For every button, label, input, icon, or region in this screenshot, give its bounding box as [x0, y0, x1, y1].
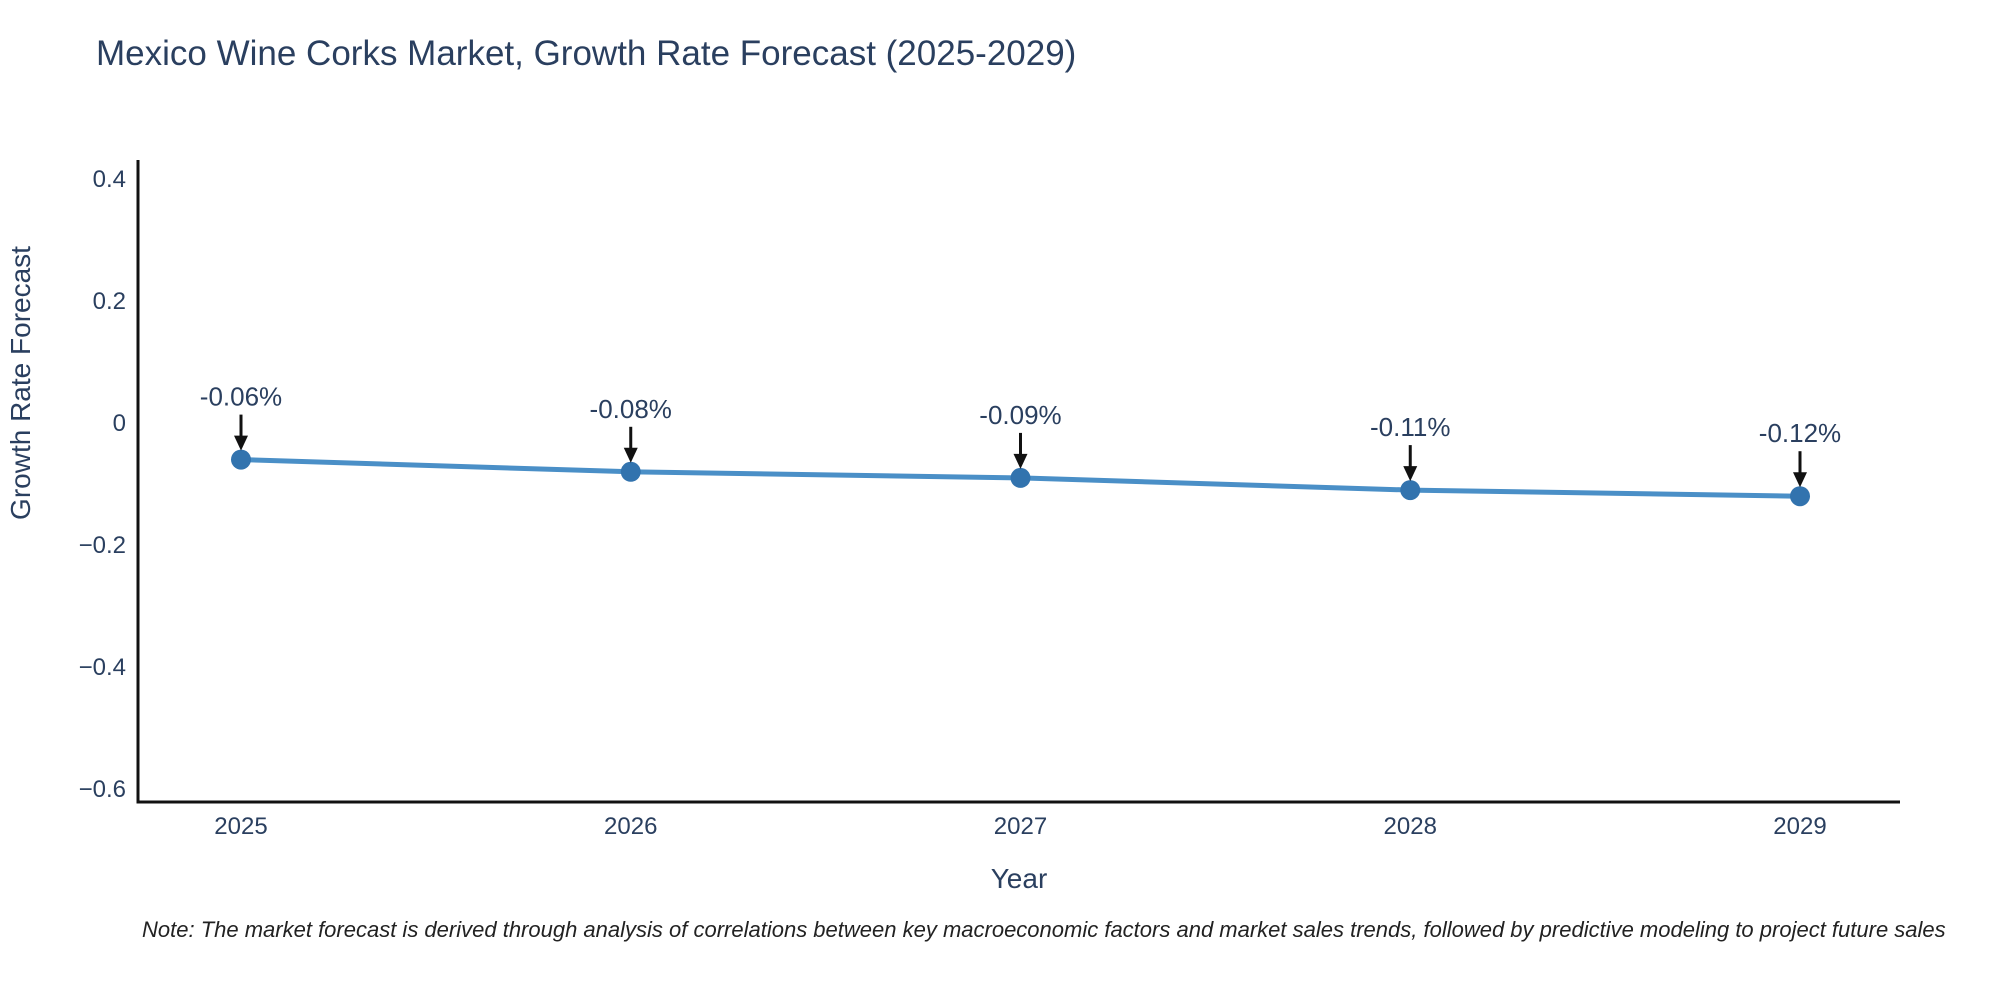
y-tick-label: −0.6: [79, 776, 126, 803]
annotation-label: -0.09%: [979, 400, 1061, 430]
annotation-label: -0.06%: [200, 382, 282, 412]
data-point-marker-2027[interactable]: [1010, 467, 1031, 488]
y-tick-label: −0.4: [79, 654, 126, 681]
annotation-arrowhead: [1793, 472, 1807, 488]
data-point-marker-2025[interactable]: [231, 449, 251, 470]
annotation-layer: -0.06% -0.08% -0.09% -0.11% -0.12%: [200, 382, 1841, 488]
series-layer: [231, 449, 1810, 507]
annotation-label: -0.11%: [1370, 412, 1450, 442]
chart-note: Note: The market forecast is derived thr…: [142, 917, 1946, 942]
data-point-marker-2028[interactable]: [1400, 480, 1421, 501]
x-tick-label: 2027: [994, 813, 1047, 840]
x-tick-label: 2025: [214, 813, 267, 840]
x-tick-label: 2029: [1773, 813, 1826, 840]
data-point-marker-2029[interactable]: [1790, 486, 1810, 507]
y-tick-label: 0: [113, 410, 126, 437]
annotation-arrowhead: [1403, 466, 1418, 482]
y-tick-label: 0.2: [93, 288, 126, 315]
annotation-arrowhead: [234, 435, 248, 451]
annotation-label: -0.08%: [590, 394, 672, 424]
x-axis-title: Year: [991, 863, 1048, 894]
axes-layer: 0.4 0.2 0 −0.2 −0.4 −0.6 2025 2026 2027 2028 2029: [79, 160, 1900, 840]
x-tick-label: 2026: [604, 813, 657, 840]
y-axis-title: Growth Rate Forecast: [5, 246, 36, 520]
y-tick-label: −0.2: [79, 532, 126, 559]
annotation-arrowhead: [1013, 453, 1028, 469]
data-point-marker-2026[interactable]: [620, 461, 641, 482]
annotation-label: -0.12%: [1759, 418, 1841, 448]
annotation-arrowhead: [623, 447, 638, 463]
y-tick-label: 0.4: [93, 166, 126, 193]
x-tick-label: 2028: [1384, 813, 1437, 840]
chart-title: Mexico Wine Corks Market, Growth Rate Fo…: [96, 34, 1077, 73]
